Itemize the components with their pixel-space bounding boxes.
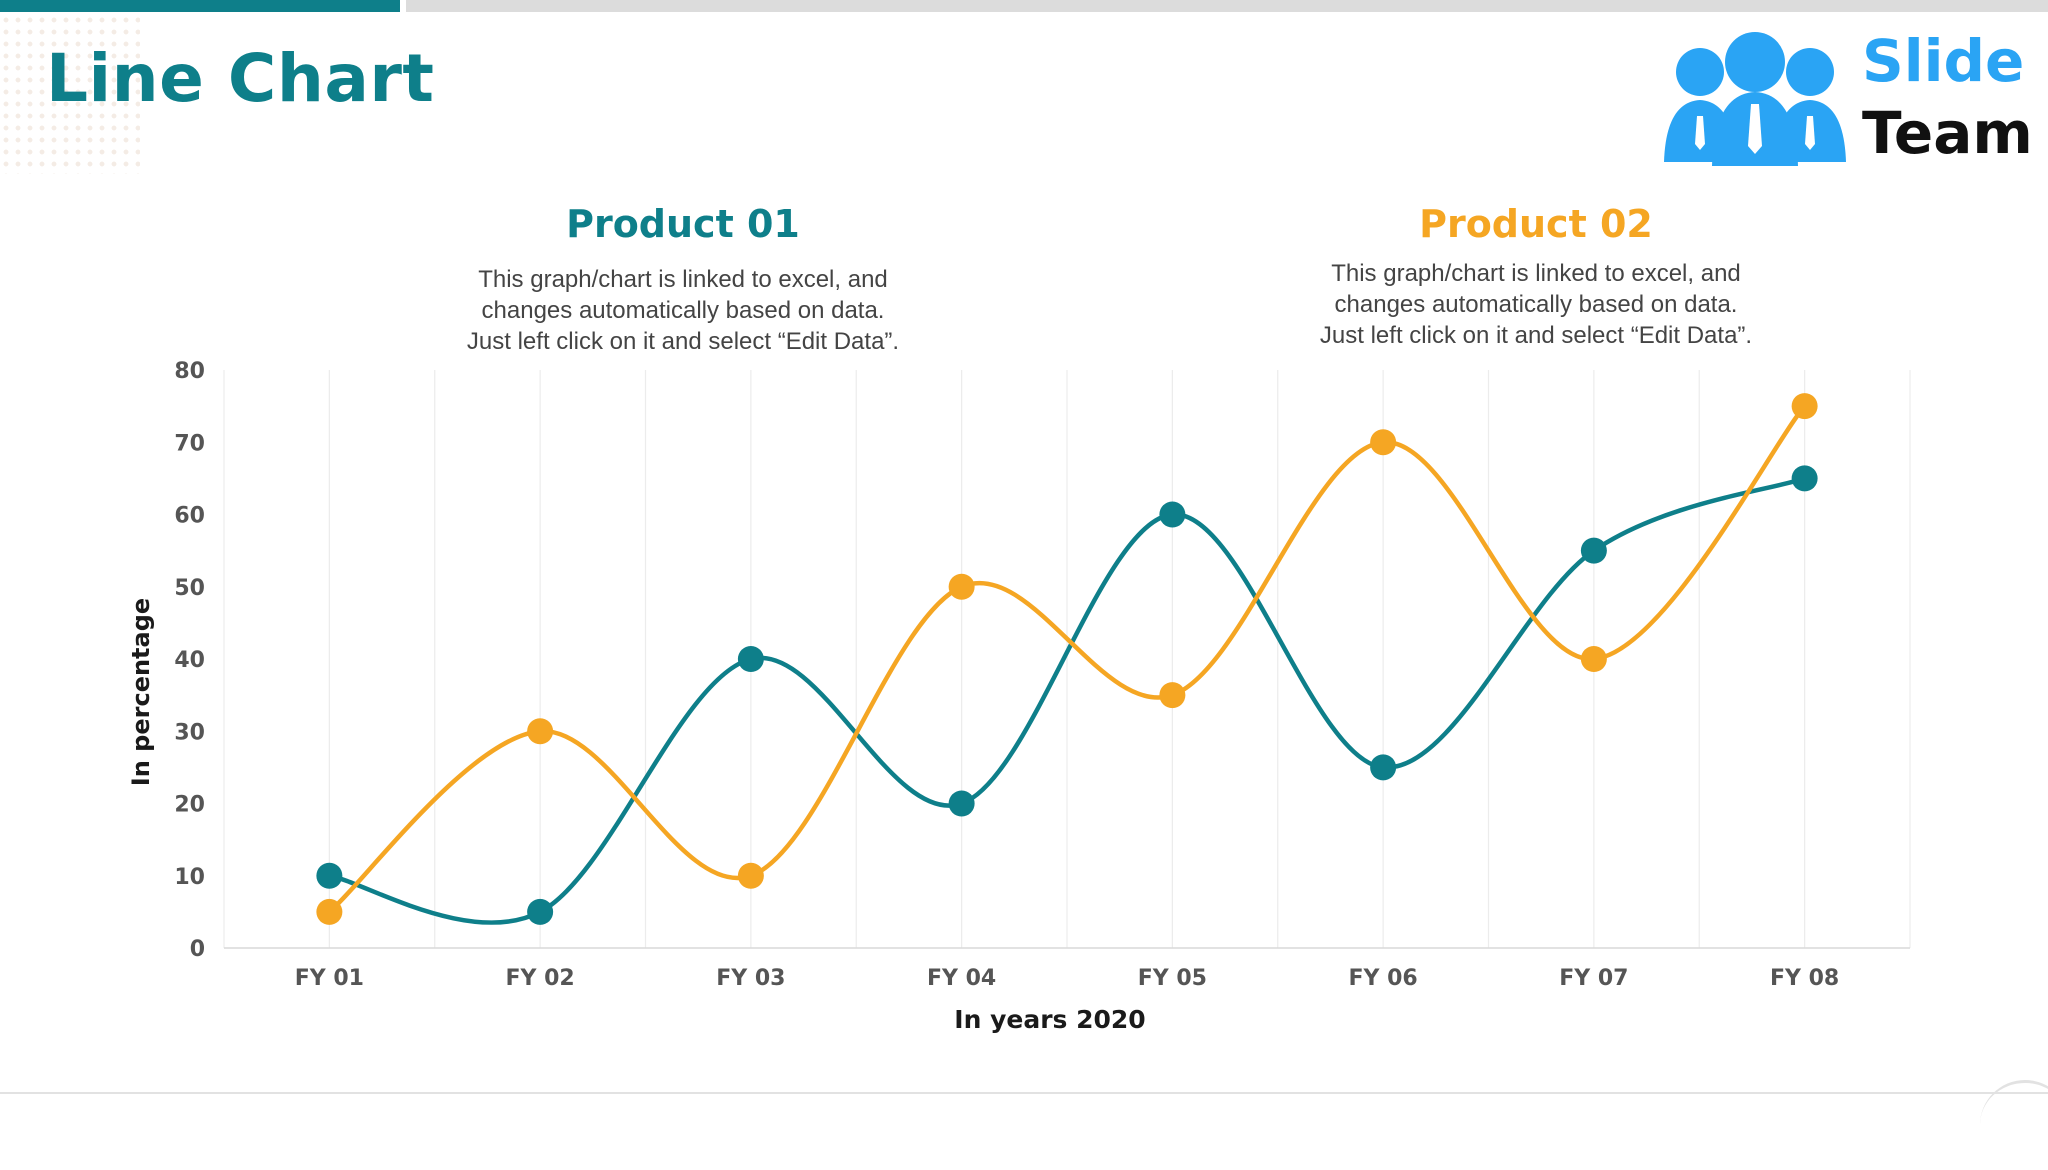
data-point-product-02 <box>1370 429 1397 456</box>
data-point-product-01 <box>1370 754 1397 781</box>
data-point-product-02 <box>1159 682 1186 709</box>
page-title: Line Chart <box>46 40 435 117</box>
product-01-desc-line: Just left click on it and select “Edit D… <box>466 328 900 355</box>
top-bar <box>406 0 2048 12</box>
y-tick-label: 80 <box>174 359 205 384</box>
people-icon <box>1664 32 1846 166</box>
product-01-title: Product 01 <box>566 202 800 246</box>
y-tick-label: 40 <box>174 648 205 673</box>
series-line-product-02 <box>327 403 1807 915</box>
x-axis-title: In years 2020 <box>954 1005 1146 1034</box>
data-point-product-02 <box>1580 646 1607 672</box>
x-tick-label: FY 08 <box>1770 966 1839 991</box>
product-01-description: This graph/chart is linked to excel, and… <box>333 264 1033 357</box>
data-point-product-02 <box>316 898 343 925</box>
x-tick-label: FY 05 <box>1138 966 1207 991</box>
y-tick-label: 20 <box>174 793 205 818</box>
data-point-product-01 <box>316 862 343 889</box>
dot-pattern-decoration <box>0 14 140 174</box>
slideteam-logo: Slide Team <box>1662 24 2033 174</box>
logo-text-team: Team <box>1862 99 2033 167</box>
product-02-desc-line: This graph/chart is linked to excel, and <box>1331 260 1741 287</box>
y-tick-label: 50 <box>174 576 205 601</box>
product-01-desc-line: This graph/chart is linked to excel, and <box>478 266 888 293</box>
x-tick-label: FY 07 <box>1559 966 1628 991</box>
y-tick-label: 30 <box>174 720 205 745</box>
y-tick-label: 0 <box>190 937 205 962</box>
x-tick-label: FY 04 <box>927 966 996 991</box>
corner-decoration <box>1980 1080 2048 1170</box>
data-point-product-02 <box>948 573 975 600</box>
x-tick-label: FY 06 <box>1349 966 1418 991</box>
x-tick-label: FY 02 <box>506 966 575 991</box>
y-tick-label: 70 <box>174 431 205 456</box>
y-tick-label: 60 <box>174 504 205 529</box>
data-point-product-01 <box>1791 465 1818 492</box>
data-point-product-01 <box>737 646 764 672</box>
top-accent-bar <box>0 0 400 12</box>
x-tick-label: FY 01 <box>295 966 364 991</box>
y-axis-title-text: In percentage <box>127 597 155 787</box>
data-point-product-01 <box>948 790 975 817</box>
product-02-title: Product 02 <box>1419 202 1653 246</box>
data-point-product-02 <box>1791 393 1818 420</box>
x-tick-label: FY 03 <box>716 966 785 991</box>
product-02-desc-line: Just left click on it and select “Edit D… <box>1319 322 1753 349</box>
footer-divider <box>0 1092 2048 1094</box>
data-point-product-02 <box>527 718 554 745</box>
logo-text-slide: Slide <box>1862 27 2025 95</box>
product-02-description: This graph/chart is linked to excel, and… <box>1186 258 1886 351</box>
data-point-product-01 <box>1159 501 1186 528</box>
data-point-product-01 <box>527 898 554 925</box>
y-tick-label: 10 <box>174 865 205 890</box>
data-point-product-02 <box>737 862 764 889</box>
product-02-desc-line: changes automatically based on data. <box>1334 291 1738 318</box>
data-point-product-01 <box>1580 537 1607 564</box>
product-01-desc-line: changes automatically based on data. <box>481 297 885 324</box>
